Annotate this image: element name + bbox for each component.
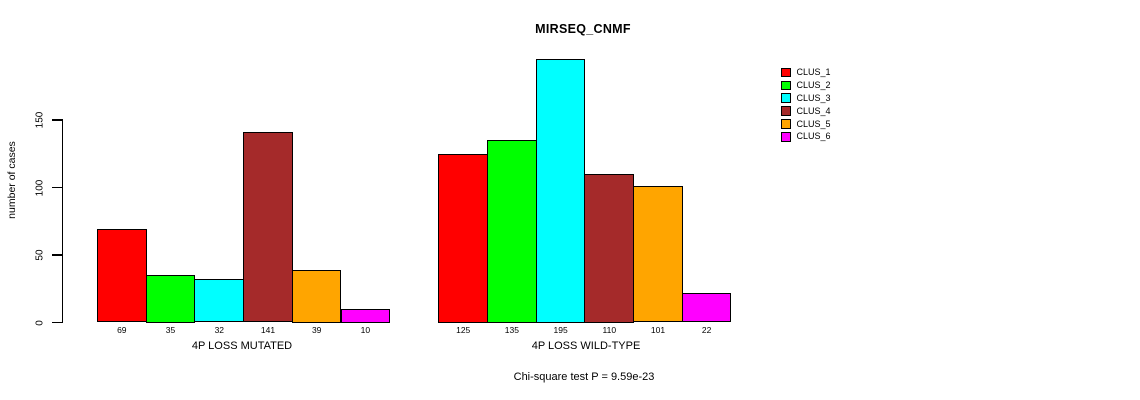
- bar: [243, 132, 293, 323]
- bar-value-label: 32: [214, 325, 225, 335]
- legend-item: CLUS_2: [781, 79, 831, 92]
- bar: [145, 275, 196, 323]
- legend-item: CLUS_5: [781, 118, 831, 131]
- bar: [291, 269, 342, 323]
- y-tick-label: 100: [34, 179, 45, 196]
- y-tick: [51, 321, 63, 324]
- x-group-label-mutated: 4P LOSS MUTATED: [191, 339, 293, 352]
- bar: [97, 229, 147, 323]
- bar: [487, 140, 537, 323]
- y-tick: [51, 119, 63, 121]
- chart-title: MIRSEQ_CNMF: [535, 22, 631, 36]
- legend-label: CLUS_4: [796, 105, 831, 116]
- legend-label: CLUS_2: [796, 79, 831, 90]
- legend-item: CLUS_4: [781, 105, 831, 118]
- legend-item: CLUS_3: [781, 92, 831, 105]
- y-tick: [51, 186, 63, 189]
- footnote-chi-square: Chi-square test P = 9.59e-23: [513, 370, 655, 383]
- y-tick-label: 50: [34, 249, 45, 261]
- bar-value-label: 141: [260, 325, 276, 335]
- legend-item: CLUS_1: [781, 66, 831, 79]
- bar-value-label: 110: [602, 325, 617, 335]
- legend-item: CLUS_6: [781, 130, 831, 143]
- bar: [584, 174, 635, 323]
- legend-swatch: [781, 67, 791, 78]
- legend-label: CLUS_6: [796, 131, 831, 142]
- legend-swatch: [781, 106, 791, 116]
- legend-swatch: [781, 132, 791, 142]
- y-tick-label: 150: [34, 111, 45, 129]
- bar-value-label: 195: [553, 325, 568, 335]
- bar-value-label: 135: [504, 325, 519, 335]
- bar-value-label: 125: [456, 325, 471, 335]
- legend: CLUS_1 CLUS_2 CLUS_3 CLUS_4 CLUS_5 CLUS_6: [781, 66, 831, 143]
- bar: [340, 309, 391, 323]
- bar-value-label: 101: [650, 325, 666, 335]
- legend-swatch: [781, 93, 791, 103]
- bar-value-label: 10: [360, 325, 371, 335]
- bar: [633, 186, 683, 323]
- y-tick: [51, 254, 63, 256]
- bar: [194, 279, 245, 323]
- bar-value-label: 22: [701, 325, 712, 335]
- legend-swatch: [781, 119, 791, 129]
- bar: [681, 292, 732, 323]
- x-group-label-wildtype: 4P LOSS WILD-TYPE: [531, 339, 641, 352]
- bar-value-label: 35: [165, 325, 176, 335]
- legend-swatch: [781, 80, 791, 91]
- bar: [535, 59, 586, 323]
- bar-value-label: 39: [311, 325, 322, 335]
- y-tick-label: 0: [34, 319, 45, 326]
- legend-label: CLUS_5: [796, 118, 831, 129]
- bar-value-label: 69: [117, 325, 127, 335]
- bar: [438, 153, 488, 323]
- y-axis-line: [62, 119, 64, 323]
- legend-label: CLUS_1: [796, 66, 831, 77]
- y-axis-label: number of cases: [6, 141, 18, 219]
- legend-label: CLUS_3: [796, 92, 831, 103]
